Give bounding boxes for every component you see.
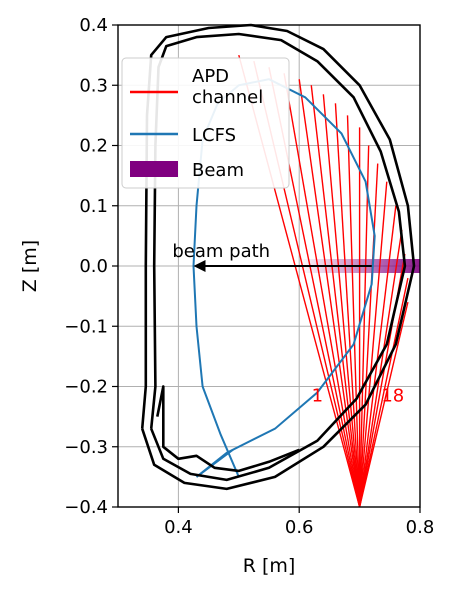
- apd-channel-line-14: [358, 205, 397, 508]
- y-axis-label: Z [m]: [19, 240, 41, 292]
- legend-label: Beam: [192, 160, 244, 181]
- legend-swatch-beam: [130, 161, 178, 177]
- apd-channel-line-18: [358, 301, 409, 508]
- lcfs-leg: [195, 448, 234, 478]
- x-tick-label: 0.6: [285, 517, 314, 538]
- legend-box: [121, 57, 290, 189]
- apd-channel-line-7: [322, 94, 361, 508]
- y-tick-label: −0.4: [64, 497, 108, 518]
- apd-channel-line-12: [358, 163, 379, 508]
- plot-area: beam path 1 18: [140, 23, 420, 508]
- x-tick-label: 0.4: [164, 517, 193, 538]
- y-tick-label: −0.1: [64, 316, 108, 337]
- vessel-divertor: [156, 385, 300, 473]
- channel-label-18: 18: [381, 386, 404, 407]
- y-tick-label: 0.0: [79, 256, 108, 277]
- axis-ticks: 0.4 0.6 0.8 0.4 0.3 0.2 0.1 0.0 −0.1 −0.2 −0.3 −0.4: [64, 15, 434, 538]
- legend-label: APD: [192, 66, 229, 87]
- apd-channel-line-4: [283, 73, 361, 508]
- y-tick-label: −0.3: [64, 437, 108, 458]
- apd-channel-line-11: [358, 145, 370, 508]
- apd-channel-line-9: [346, 115, 361, 508]
- x-axis-label: R [m]: [243, 555, 296, 577]
- legend-label: LCFS: [192, 125, 236, 146]
- apd-channel-line-5: [298, 79, 361, 508]
- beam-path-label: beam path: [172, 241, 270, 262]
- x-tick-label: 0.8: [406, 517, 435, 538]
- apd-channel-line-17: [358, 277, 409, 508]
- y-tick-label: −0.2: [64, 377, 108, 398]
- channel-label-1: 1: [312, 386, 323, 407]
- apd-channel-line-6: [310, 85, 361, 508]
- apd-channel-line-15: [358, 229, 403, 508]
- apd-channel-line-8: [334, 103, 361, 508]
- legend-label-line2: channel: [192, 87, 263, 108]
- beam-path-arrowhead: [193, 260, 206, 272]
- y-tick-label: 0.1: [79, 196, 108, 217]
- apd-channel-line-13: [358, 181, 388, 508]
- y-tick-label: 0.2: [79, 136, 108, 157]
- y-tick-label: 0.4: [79, 15, 108, 36]
- y-tick-label: 0.3: [79, 75, 108, 96]
